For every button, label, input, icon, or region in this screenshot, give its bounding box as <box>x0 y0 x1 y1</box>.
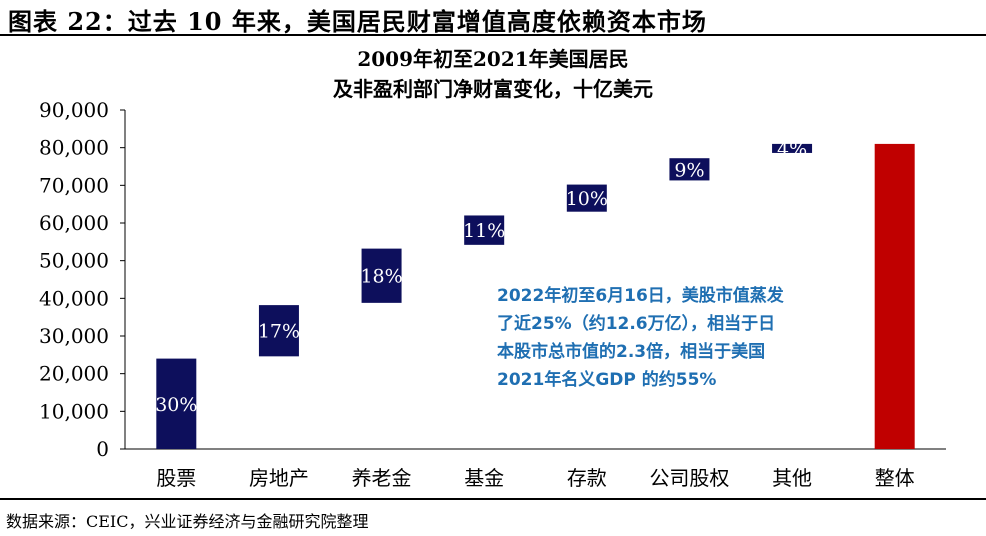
bar-data-label: 11% <box>463 220 505 242</box>
y-tick-label: 50,000 <box>39 249 109 273</box>
y-tick-label: 90,000 <box>39 98 109 122</box>
chart-title-line2: 及非盈利部门净财富变化，十亿美元 <box>333 77 653 101</box>
bar-data-label: 4% <box>777 138 807 160</box>
y-tick-label: 70,000 <box>39 173 109 197</box>
bar <box>566 184 607 212</box>
annotation-line: 2021年名义GDP 的约55% <box>497 370 717 390</box>
y-tick-label: 20,000 <box>39 362 109 386</box>
annotation-line: 了近25%（约12.6万亿），相当于日 <box>497 314 776 334</box>
x-tick-label: 整体 <box>875 466 915 490</box>
bar <box>772 143 813 153</box>
bar <box>464 215 505 245</box>
bar-data-label: 9% <box>674 159 704 181</box>
bar-data-label: 18% <box>360 266 402 288</box>
annotation-line: 2022年初至6月16日，美股市值蒸发 <box>497 286 784 306</box>
bar <box>361 248 402 303</box>
figure-title: 图表 22：过去 10 年来，美国居民财富增值高度依赖资本市场 <box>8 7 707 36</box>
y-tick-label: 60,000 <box>39 211 109 235</box>
y-tick-label: 30,000 <box>39 324 109 348</box>
x-tick-label: 存款 <box>567 466 607 490</box>
chart-title-line1: 2009年初至2021年美国居民 <box>357 47 629 71</box>
x-tick-label: 其他 <box>772 466 812 490</box>
y-tick-label: 10,000 <box>39 399 109 423</box>
x-tick-label: 养老金 <box>352 466 412 490</box>
chart-annotation: 2022年初至6月16日，美股市值蒸发 了近25%（约12.6万亿），相当于日 … <box>497 282 867 394</box>
bar-data-label: 17% <box>258 321 300 343</box>
bar <box>874 143 915 449</box>
x-tick-label: 房地产 <box>249 466 309 490</box>
bar <box>258 305 299 357</box>
y-tick-label: 80,000 <box>39 136 109 160</box>
x-tick-label: 公司股权 <box>649 466 729 490</box>
bar <box>156 358 197 449</box>
bar-data-label: 10% <box>566 188 608 210</box>
x-tick-label: 股票 <box>156 466 196 490</box>
y-tick-label: 0 <box>96 437 109 461</box>
x-tick-label: 基金 <box>464 466 504 490</box>
annotation-line: 本股市总市值的2.3倍，相当于美国 <box>497 342 766 362</box>
bar <box>669 158 710 181</box>
source-note: 数据来源：CEIC，兴业证券经济与金融研究院整理 <box>0 498 986 536</box>
y-tick-label: 40,000 <box>39 286 109 310</box>
bar-data-label: 30% <box>155 394 197 416</box>
source-text: 数据来源：CEIC，兴业证券经济与金融研究院整理 <box>6 512 369 531</box>
figure-header: 图表 22：过去 10 年来，美国居民财富增值高度依赖资本市场 <box>0 0 986 36</box>
